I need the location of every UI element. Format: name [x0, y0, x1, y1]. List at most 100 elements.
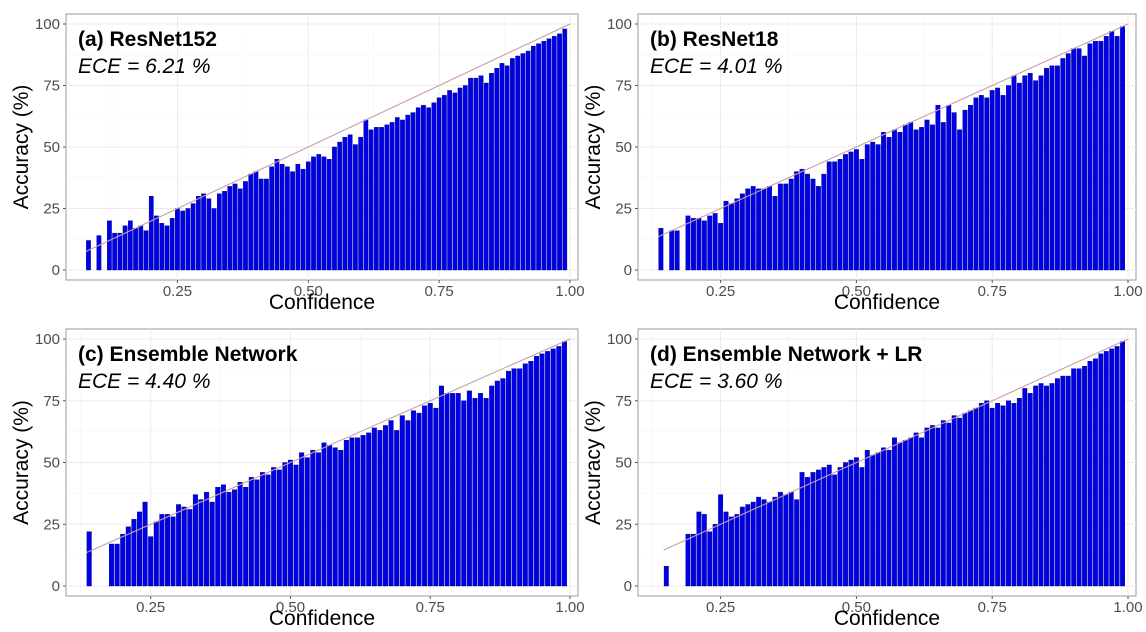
- y-tick-label: 75: [43, 78, 60, 95]
- accuracy-bar: [1071, 368, 1077, 587]
- y-tick-label: 25: [43, 201, 60, 218]
- accuracy-bar: [870, 141, 876, 271]
- accuracy-bar: [984, 400, 990, 587]
- accuracy-bar: [373, 127, 379, 271]
- accuracy-bar: [805, 173, 810, 271]
- accuracy-bar: [383, 425, 388, 587]
- accuracy-bar: [919, 437, 925, 587]
- accuracy-bar: [260, 472, 265, 587]
- accuracy-bar: [968, 410, 973, 587]
- accuracy-bar: [1000, 95, 1006, 271]
- accuracy-bar: [951, 415, 957, 587]
- accuracy-bar: [978, 95, 984, 271]
- accuracy-bar: [363, 119, 369, 271]
- accuracy-bar: [1006, 400, 1011, 587]
- accuracy-bar: [1087, 43, 1093, 271]
- accuracy-bar: [734, 514, 740, 587]
- accuracy-bar: [1103, 36, 1109, 271]
- accuracy-bar: [112, 232, 117, 271]
- accuracy-bar: [701, 514, 707, 587]
- accuracy-bar: [405, 114, 411, 271]
- accuracy-bar: [478, 393, 484, 587]
- x-tick-label: 1.00: [1113, 283, 1142, 300]
- accuracy-bar: [1120, 26, 1125, 271]
- accuracy-bar: [848, 459, 854, 587]
- accuracy-bar: [1109, 31, 1115, 271]
- accuracy-bar: [400, 119, 405, 271]
- accuracy-bar: [389, 122, 395, 271]
- y-tick-label: 0: [52, 262, 60, 279]
- accuracy-bar: [269, 166, 275, 271]
- accuracy-bar: [875, 452, 881, 587]
- accuracy-bar: [447, 90, 452, 271]
- accuracy-bar: [984, 97, 990, 271]
- accuracy-bar: [750, 186, 756, 271]
- accuracy-bar: [539, 353, 545, 587]
- accuracy-bar: [388, 420, 394, 587]
- accuracy-bar: [274, 159, 280, 271]
- accuracy-bar: [520, 53, 526, 271]
- accuracy-bar: [902, 124, 908, 271]
- accuracy-bar: [1065, 53, 1071, 271]
- accuracy-bar: [1114, 346, 1120, 587]
- accuracy-bar: [410, 112, 416, 271]
- y-tick-label: 25: [43, 516, 60, 533]
- accuracy-bar: [685, 533, 691, 587]
- accuracy-bar: [192, 494, 198, 587]
- accuracy-bar: [452, 92, 458, 271]
- accuracy-bar: [489, 385, 495, 587]
- accuracy-bar: [190, 203, 196, 271]
- accuracy-bar: [1082, 365, 1087, 587]
- accuracy-bar: [473, 77, 479, 271]
- accuracy-bar: [122, 225, 128, 271]
- accuracy-bar: [472, 398, 478, 587]
- accuracy-bar: [326, 159, 332, 271]
- accuracy-bar: [337, 141, 343, 271]
- accuracy-bar: [366, 432, 372, 587]
- accuracy-bar: [290, 171, 295, 271]
- ece-annotation: ECE = 4.01 %: [650, 55, 783, 78]
- y-axis-title: Accuracy (%): [10, 85, 33, 210]
- accuracy-bar: [750, 501, 756, 587]
- accuracy-bar: [859, 467, 865, 587]
- accuracy-bar: [940, 122, 946, 271]
- accuracy-bar: [663, 566, 669, 587]
- accuracy-bar: [739, 506, 745, 587]
- accuracy-bar: [767, 501, 772, 587]
- accuracy-bar: [1054, 65, 1060, 271]
- accuracy-bar: [287, 459, 293, 587]
- accuracy-bar: [1120, 341, 1125, 587]
- accuracy-bar: [729, 203, 734, 271]
- chart-panel: 0 25 50 75 100 0.25 0.50 0.75 1.00 Confidence Accu…: [582, 13, 1143, 314]
- accuracy-bar: [546, 38, 552, 271]
- accuracy-bar: [761, 499, 767, 587]
- accuracy-bar: [556, 346, 562, 587]
- accuracy-bar: [243, 181, 248, 271]
- accuracy-bar: [138, 225, 144, 271]
- accuracy-bar: [837, 159, 843, 271]
- accuracy-bar: [1082, 55, 1087, 271]
- accuracy-bar: [550, 348, 556, 587]
- accuracy-bar: [355, 437, 361, 587]
- accuracy-bar: [528, 361, 534, 587]
- accuracy-bar: [892, 129, 897, 271]
- accuracy-bar: [394, 117, 400, 271]
- accuracy-bar: [881, 132, 886, 271]
- accuracy-bar: [137, 511, 142, 587]
- x-axis-title: Confidence: [834, 291, 940, 314]
- accuracy-bar: [718, 494, 724, 587]
- accuracy-bar: [674, 230, 680, 271]
- accuracy-bar: [431, 102, 437, 271]
- accuracy-bar: [109, 543, 115, 587]
- accuracy-bar: [279, 164, 285, 271]
- accuracy-bar: [859, 159, 865, 271]
- x-tick-label: 1.00: [1113, 599, 1142, 616]
- accuracy-bar: [892, 437, 897, 587]
- accuracy-bar: [232, 489, 238, 587]
- accuracy-bar: [1027, 72, 1033, 271]
- accuracy-bar: [821, 173, 827, 271]
- accuracy-bar: [332, 146, 337, 271]
- accuracy-bar: [175, 208, 180, 271]
- accuracy-bar: [1038, 383, 1044, 587]
